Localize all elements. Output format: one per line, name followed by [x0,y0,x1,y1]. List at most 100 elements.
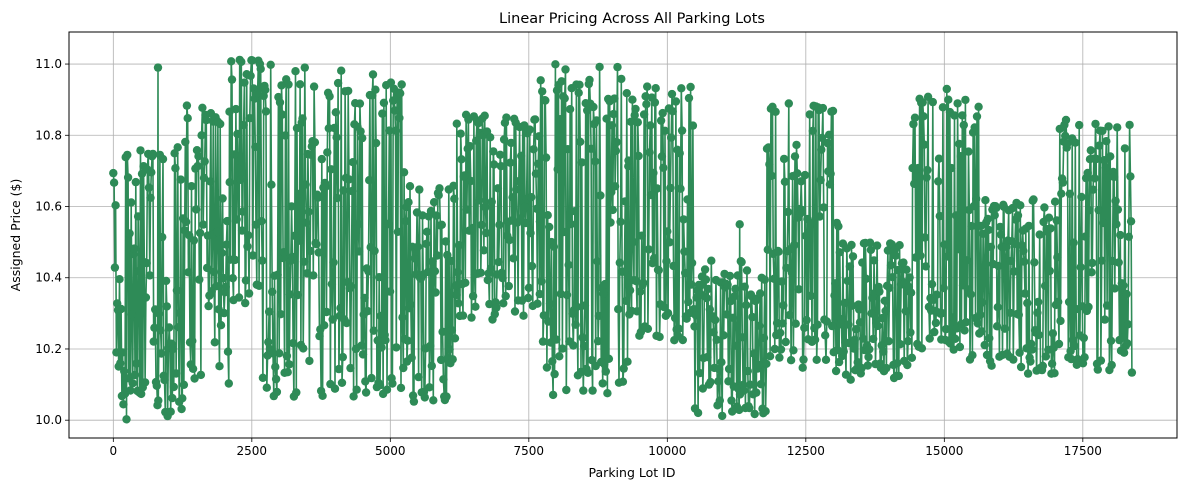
data-point [529,145,538,154]
data-point [298,114,307,123]
data-point [288,339,298,348]
data-point [950,111,959,120]
data-point [483,275,492,285]
data-point [1030,258,1039,267]
data-point [438,327,447,336]
data-point [539,311,548,320]
data-point [292,388,301,397]
data-point [454,299,463,308]
data-point [750,409,759,419]
data-point [306,246,315,256]
data-point [317,154,326,164]
data-point [611,146,621,156]
data-point [304,207,313,216]
data-point [951,334,960,343]
data-series [109,55,1137,424]
data-point [884,337,893,346]
data-point [552,335,561,344]
data-point [309,271,318,280]
data-point [1123,320,1133,329]
data-point [558,344,567,353]
data-point [337,66,346,75]
data-point [683,195,692,204]
data-point [781,337,790,347]
data-point [472,136,481,145]
data-point [966,290,975,299]
data-point [905,273,914,282]
data-point [777,277,786,286]
data-point [541,153,551,162]
data-point [786,356,796,365]
data-point [602,114,611,123]
data-point [526,228,535,238]
data-point [723,280,732,289]
data-point [681,268,690,278]
data-point [735,220,744,229]
data-point [563,145,572,154]
data-point [409,397,419,406]
data-point [1122,289,1131,299]
data-point [210,338,219,347]
data-point [219,273,228,283]
data-point [668,107,677,116]
data-point [700,265,710,274]
data-point [646,190,656,200]
data-point [134,266,144,276]
data-point [855,305,864,314]
data-point [188,336,197,346]
data-point [765,160,774,169]
data-point [996,222,1005,232]
data-point [906,288,916,297]
data-point [361,377,370,386]
data-point [468,223,477,233]
data-point [492,303,501,312]
data-point [363,306,372,316]
data-point [649,254,659,263]
data-point [1098,126,1107,136]
data-point [609,109,618,119]
data-point [322,307,331,317]
data-point [679,215,688,224]
data-point [527,193,536,202]
data-point [654,266,663,275]
data-point [1119,281,1128,290]
data-point [559,227,569,237]
data-point [1080,353,1089,362]
data-point [506,158,515,167]
data-point [1103,173,1113,183]
data-point [561,65,570,74]
data-point [767,171,776,180]
data-point [1118,333,1127,342]
data-point [181,217,191,227]
data-point [637,231,646,240]
data-point [760,275,769,284]
data-point [536,76,545,85]
data-point [310,138,320,147]
data-point [771,107,780,117]
data-point [848,252,858,261]
data-point [266,60,275,69]
data-point [853,358,862,367]
data-point [384,219,393,229]
data-point [610,182,620,191]
y-tick-label: 10.4 [35,271,62,285]
data-point [706,377,715,387]
data-point [1109,172,1119,182]
data-point [230,255,240,265]
data-point [437,220,446,229]
data-point [592,116,601,125]
data-point [194,152,203,161]
data-point [996,230,1006,239]
data-point [1065,189,1075,198]
data-point [791,319,800,328]
data-point [542,363,552,372]
data-point [617,74,626,84]
y-tick-label: 10.2 [35,342,62,356]
data-point [878,313,887,323]
data-point [805,110,814,119]
data-point [557,77,566,86]
data-point [1112,220,1121,229]
data-point [955,139,964,149]
data-point [593,257,602,266]
data-point [821,355,831,364]
